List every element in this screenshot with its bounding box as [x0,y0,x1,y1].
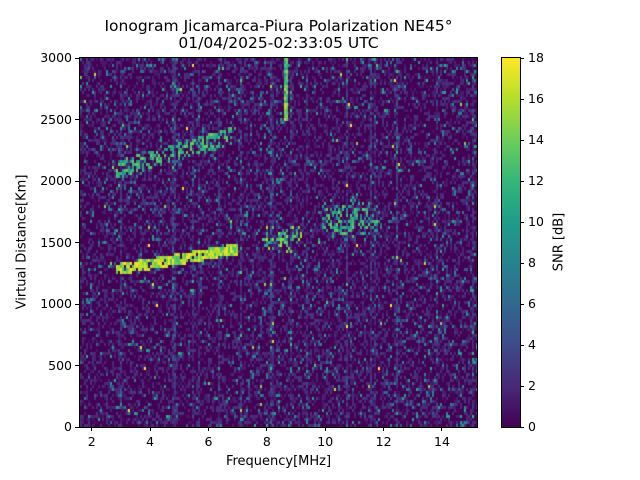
colorbar-tick [520,57,524,59]
colorbar [502,58,520,427]
y-tick-label: 0 [64,419,72,434]
x-tick [324,427,326,431]
colorbar-tick [520,180,524,182]
x-tick-label: 8 [262,434,271,449]
colorbar-tick-label: 18 [528,50,544,65]
x-axis-label: Frequency[MHz] [225,454,332,469]
x-tick [149,427,151,431]
colorbar-frame [501,57,521,428]
x-tick-label: 14 [434,434,450,449]
chart-title: Ionogram Jicamarca-Piura Polarization NE… [104,17,453,35]
x-tick [383,427,385,431]
y-tick [75,180,79,182]
x-tick-label: 10 [317,434,334,449]
plot-frame [79,57,478,428]
y-tick-label: 500 [48,357,72,373]
x-tick [207,427,209,431]
colorbar-tick-label: 0 [528,419,536,434]
colorbar-tick-label: 16 [528,91,544,106]
x-tick-label: 12 [375,434,392,449]
y-tick [75,242,79,243]
y-tick [75,57,79,59]
x-tick-label: 4 [146,434,155,449]
x-tick [441,427,443,431]
colorbar-tick [520,221,524,223]
y-tick [75,119,79,120]
colorbar-tick [520,426,524,428]
colorbar-tick [520,303,524,305]
y-tick-label: 1500 [40,234,72,250]
y-tick-label: 2000 [40,173,72,188]
y-tick [75,365,79,366]
y-tick-label: 2500 [40,111,72,127]
colorbar-tick-label: 2 [528,378,536,393]
chart-subtitle-timestamp: 01/04/2025-02:33:05 UTC [178,34,379,52]
colorbar-tick-label: 8 [528,255,536,270]
ionogram-heatmap [80,58,477,427]
x-tick [91,427,93,431]
y-tick-label: 3000 [40,50,72,65]
colorbar-tick-label: 4 [528,337,536,352]
x-tick-label: 2 [87,434,96,449]
x-tick [266,427,268,431]
colorbar-label: SNR [dB] [551,212,567,272]
y-tick [75,426,79,428]
y-axis-label: Virtual Distance[Km] [14,174,30,310]
colorbar-tick [520,385,524,387]
colorbar-tick-label: 14 [528,132,544,147]
colorbar-tick [520,98,524,100]
colorbar-tick [520,139,524,141]
colorbar-tick [520,344,524,346]
colorbar-tick-label: 10 [528,214,544,229]
y-tick [75,303,79,305]
x-tick-label: 6 [204,434,213,449]
colorbar-tick-label: 6 [528,296,536,311]
colorbar-tick-label: 12 [528,173,544,188]
colorbar-tick [520,262,524,264]
y-tick-label: 1000 [40,296,72,311]
